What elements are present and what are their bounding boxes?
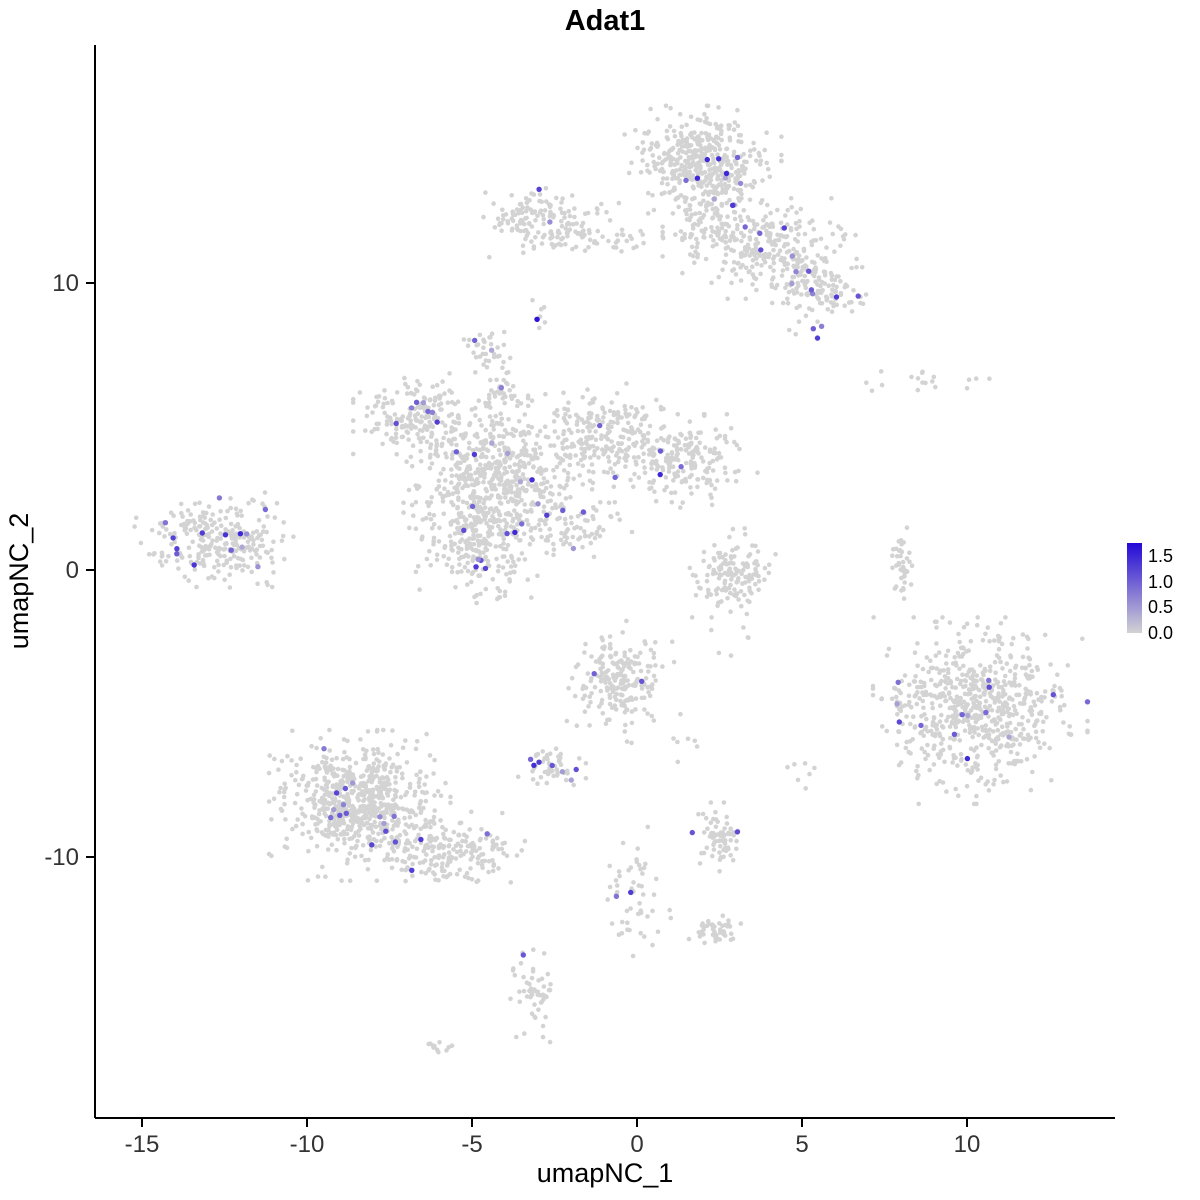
legend-gradient [1127,543,1142,633]
legend-label-1.5: 1.5 [1148,546,1173,566]
y-axis: 100-10 umapNC_2 [4,45,96,1118]
y-ticks: 100-10 [44,270,95,871]
legend-label-0.5: 0.5 [1148,597,1173,617]
legend-label-1.0: 1.0 [1148,572,1173,592]
y-axis-title: umapNC_2 [4,513,34,650]
legend-label-0.0: 0.0 [1148,623,1173,643]
x-ticks: -15 -10 -5 0 5 10 [125,1118,980,1158]
scatter-points [132,103,1091,1055]
x-axis-title: umapNC_1 [537,1158,674,1188]
x-axis: -15 -10 -5 0 5 10 umapNC_1 [95,1117,1115,1188]
legend: 1.5 1.0 0.5 0.0 [1127,543,1173,643]
plot-title: Adat1 [565,5,646,37]
